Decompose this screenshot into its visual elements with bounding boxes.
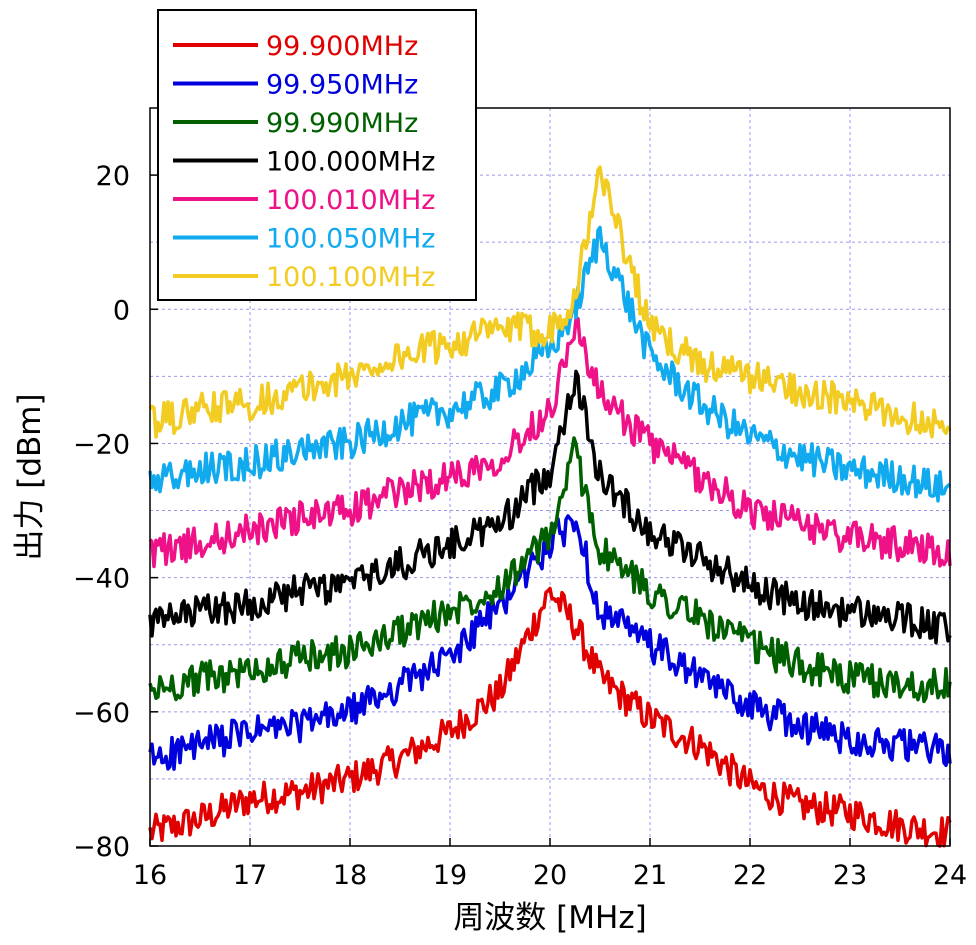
y-tick-label: −40 [73,564,130,595]
x-axis-title: 周波数 [MHz] [453,900,646,936]
legend-label: 99.900MHz [266,31,418,62]
legend-label: 99.950MHz [266,70,418,101]
x-tick-label: 23 [833,860,867,891]
series-line [148,225,952,503]
x-tick-label: 16 [133,860,167,891]
y-tick-label: 20 [96,161,130,192]
x-tick-label: 21 [633,860,667,891]
x-axis-ticks: 16 17 18 19 20 21 22 23 24 [133,838,967,891]
legend-label: 99.990MHz [266,108,418,139]
series-line [148,316,952,569]
y-tick-label: 0 [113,295,130,326]
series-line [148,586,952,848]
y-axis-ticks: −80 −60 −40 −20 0 20 [73,161,158,863]
x-tick-label: 20 [533,860,567,891]
series-line [148,165,952,439]
legend-label: 100.000MHz [266,147,435,178]
y-tick-label: −60 [73,698,130,729]
series-line [148,369,952,645]
x-tick-label: 19 [433,860,467,891]
x-tick-label: 18 [333,860,367,891]
y-tick-label: −20 [73,429,130,460]
legend-box [157,9,477,301]
legend-label: 100.100MHz [266,262,435,293]
x-tick-label: 24 [933,860,967,891]
x-tick-label: 17 [233,860,267,891]
legend-label: 100.050MHz [266,224,435,255]
y-tick-label: −80 [73,832,130,863]
x-tick-label: 22 [733,860,767,891]
y-axis-title: 出力 [dBm] [12,393,48,560]
series-group [148,165,952,848]
series-line [148,514,952,771]
series-line [148,436,952,704]
legend-label: 100.010MHz [266,185,435,216]
legend: 99.900MHz 99.950MHz 99.990MHz 100.000MHz 100… [157,9,477,301]
